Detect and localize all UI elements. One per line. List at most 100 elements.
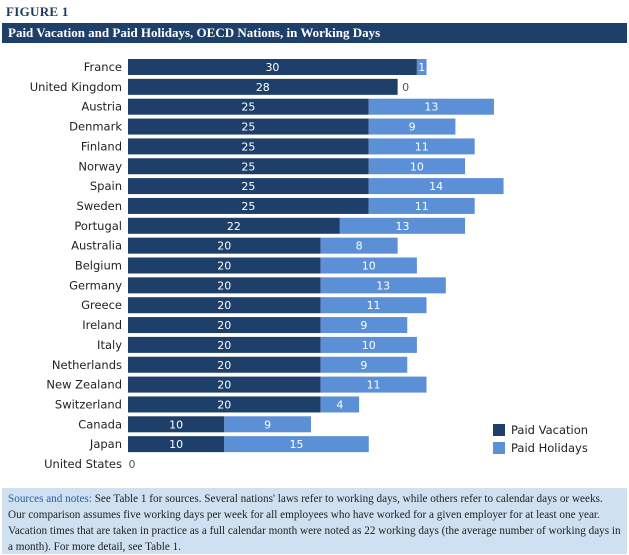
chart-title: Paid Vacation and Paid Holidays, OECD Na…: [2, 23, 627, 43]
category-label-australia: Australia: [71, 239, 122, 253]
category-label-united-states: United States: [44, 457, 122, 471]
figure-label: FIGURE 1: [6, 4, 69, 19]
category-label-united-kingdom: United Kingdom: [30, 80, 122, 94]
bar-vacation-australia: [128, 237, 321, 254]
bar-holidays-austria: [368, 98, 494, 115]
legend-label-vacation: Paid Vacation: [511, 423, 588, 437]
bar-vacation-norway: [128, 158, 369, 175]
data-label-holidays-germany: 13: [376, 279, 390, 292]
data-label-holidays-new-zealand: 11: [367, 379, 381, 392]
data-label-holidays-greece: 11: [367, 299, 381, 312]
category-label-new-zealand: New Zealand: [46, 378, 122, 392]
category-label-switzerland: Switzerland: [55, 397, 122, 411]
data-label-holidays-portugal: 13: [395, 220, 409, 233]
data-label-vacation-japan: 10: [169, 438, 183, 451]
bar-vacation-portugal: [128, 217, 340, 234]
bar-vacation-france: [128, 59, 417, 75]
category-label-belgium: Belgium: [75, 259, 122, 273]
bar-holidays-germany: [320, 277, 446, 294]
bar-holidays-spain: [368, 178, 504, 195]
data-label-vacation-portugal: 22: [227, 220, 241, 233]
bar-vacation-austria: [128, 98, 369, 115]
category-label-sweden: Sweden: [77, 199, 122, 213]
data-label-vacation-canada: 10: [169, 418, 183, 431]
category-label-germany: Germany: [69, 278, 122, 292]
category-label-japan: Japan: [89, 437, 122, 451]
data-label-vacation-sweden: 25: [241, 200, 255, 213]
bar-holidays-new-zealand: [320, 376, 427, 393]
category-label-finland: Finland: [81, 139, 122, 153]
bar-vacation-finland: [128, 138, 369, 155]
bar-holidays-canada: [224, 416, 311, 433]
data-label-holidays-norway: 10: [410, 160, 424, 173]
data-label-holidays-united-kingdom: 0: [402, 81, 409, 94]
category-label-italy: Italy: [97, 338, 122, 352]
data-label-holidays-spain: 14: [429, 180, 443, 193]
bar-vacation-spain: [128, 178, 369, 195]
data-label-vacation-netherlands: 20: [217, 359, 231, 372]
data-label-holidays-belgium: 10: [362, 260, 376, 273]
bar-holidays-switzerland: [320, 396, 360, 413]
category-label-netherlands: Netherlands: [52, 358, 122, 372]
data-label-holidays-austria: 13: [424, 101, 438, 114]
bar-chart: France 30 1 United Kingdom 28 0 Austria 25 13 Den…: [30, 59, 588, 471]
legend-swatch-vacation: [493, 424, 505, 436]
data-label-vacation-switzerland: 20: [217, 398, 231, 411]
bar-holidays-japan: [224, 436, 369, 453]
category-label-spain: Spain: [90, 179, 122, 193]
data-label-holidays-finland: 11: [415, 140, 429, 153]
data-label-vacation-finland: 25: [241, 140, 255, 153]
data-label-holidays-switzerland: 4: [336, 398, 343, 411]
data-label-vacation-italy: 20: [217, 339, 231, 352]
data-label-vacation-new-zealand: 20: [217, 379, 231, 392]
bar-holidays-sweden: [368, 197, 475, 214]
notes-lead: Sources and notes:: [8, 493, 92, 505]
data-label-holidays-italy: 10: [362, 339, 376, 352]
bar-vacation-japan: [128, 436, 225, 453]
bar-holidays-australia: [320, 237, 398, 254]
data-label-holidays-denmark: 9: [409, 121, 416, 134]
data-label-holidays-ireland: 9: [360, 319, 367, 332]
sources-notes: Sources and notes: See Table 1 for sourc…: [2, 488, 627, 554]
notes-text: See Table 1 for sources. Several nations…: [8, 493, 621, 553]
bar-holidays-ireland: [320, 317, 408, 334]
bar-vacation-germany: [128, 277, 321, 294]
bar-vacation-netherlands: [128, 356, 321, 373]
data-label-total-united-states: 0: [129, 458, 136, 471]
data-label-vacation-germany: 20: [217, 279, 231, 292]
data-label-vacation-australia: 20: [217, 240, 231, 253]
data-label-vacation-denmark: 25: [241, 121, 255, 134]
data-label-vacation-austria: 25: [241, 101, 255, 114]
category-label-greece: Greece: [81, 298, 122, 312]
bar-vacation-greece: [128, 297, 321, 314]
bar-holidays-greece: [320, 297, 427, 314]
data-label-vacation-france: 30: [265, 61, 279, 74]
data-label-vacation-ireland: 20: [217, 319, 231, 332]
data-label-holidays-canada: 9: [264, 418, 271, 431]
bar-holidays-netherlands: [320, 356, 408, 373]
data-label-vacation-spain: 25: [241, 180, 255, 193]
bar-vacation-new-zealand: [128, 376, 321, 393]
bar-vacation-sweden: [128, 197, 369, 214]
category-label-denmark: Denmark: [69, 120, 122, 134]
bar-vacation-italy: [128, 336, 321, 353]
legend-swatch-holidays: [493, 442, 505, 454]
data-label-holidays-japan: 15: [290, 438, 304, 451]
bar-holidays-norway: [368, 158, 466, 175]
category-label-norway: Norway: [78, 159, 122, 173]
bars-layer: France 30 1 United Kingdom 28 0 Austria 25 13 Den…: [30, 59, 504, 471]
data-label-holidays-sweden: 11: [415, 200, 429, 213]
bar-holidays-belgium: [320, 257, 417, 274]
bar-vacation-denmark: [128, 118, 369, 135]
bar-vacation-ireland: [128, 317, 321, 334]
data-label-holidays-australia: 8: [356, 240, 363, 253]
bar-holidays-portugal: [339, 217, 466, 234]
category-label-ireland: Ireland: [82, 318, 122, 332]
category-label-canada: Canada: [78, 417, 122, 431]
category-label-france: France: [84, 60, 122, 74]
bar-holidays-france: [416, 59, 427, 75]
legend: Paid Vacation Paid Holidays: [493, 423, 588, 455]
legend-label-holidays: Paid Holidays: [511, 441, 588, 455]
bar-holidays-italy: [320, 336, 417, 353]
data-label-vacation-greece: 20: [217, 299, 231, 312]
